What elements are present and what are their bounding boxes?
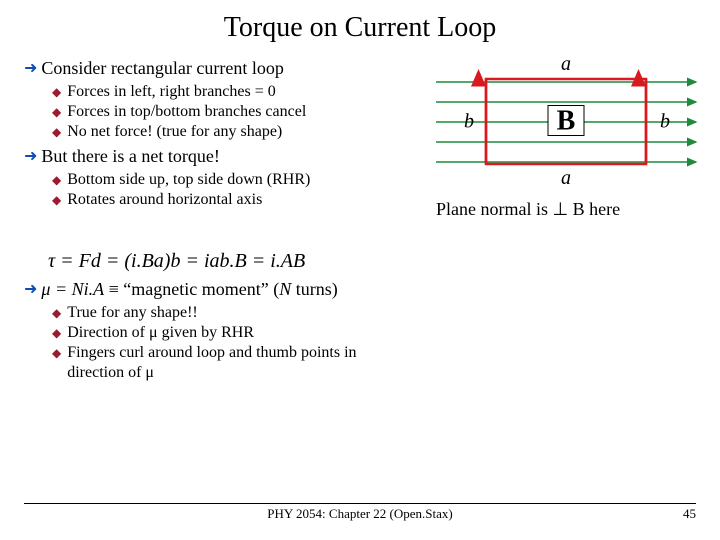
bullet-2: ➜ But there is a net torque!	[24, 146, 394, 168]
diamond-icon: ◆	[52, 102, 61, 122]
diagram-column: a a b b B Plane normal is ⊥ B here	[406, 54, 696, 244]
bullet-3-text: μ = Ni.A ≡ “magnetic moment” (N turns)	[41, 279, 337, 300]
bullet-3-sub-3: ◆ Fingers curl around loop and thumb poi…	[52, 343, 412, 383]
bullet-1-sub-2: ◆ Forces in top/bottom branches cancel	[52, 102, 394, 122]
svg-text:a: a	[561, 54, 571, 75]
text-column: ➜ Consider rectangular current loop ◆ Fo…	[24, 54, 394, 244]
loop-diagram: a a b b B	[426, 54, 706, 194]
bullet-2-sub-1: ◆ Bottom side up, top side down (RHR)	[52, 170, 394, 190]
diamond-icon: ◆	[52, 82, 61, 102]
bullet-1-sub-1: ◆ Forces in left, right branches = 0	[52, 82, 394, 102]
slide: Torque on Current Loop ➜ Consider rectan…	[0, 0, 720, 540]
footer: PHY 2054: Chapter 22 (Open.Stax) 45	[24, 503, 696, 522]
bullet-3-sub-1: ◆ True for any shape!!	[52, 303, 696, 323]
bullet-1-text: Consider rectangular current loop	[41, 58, 283, 79]
svg-text:b: b	[660, 111, 670, 133]
slide-title: Torque on Current Loop	[24, 12, 696, 44]
diamond-icon: ◆	[52, 303, 61, 323]
bullet-3-sub-2: ◆ Direction of μ given by RHR	[52, 323, 696, 343]
arrow-icon: ➜	[24, 279, 37, 301]
content-row: ➜ Consider rectangular current loop ◆ Fo…	[24, 54, 696, 244]
diagram-caption: Plane normal is ⊥ B here	[436, 199, 620, 220]
svg-text:b: b	[464, 111, 474, 133]
torque-equation: τ = Fd = (i.Ba)b = iab.B = i.AB	[48, 250, 696, 273]
footer-text: PHY 2054: Chapter 22 (Open.Stax)	[64, 506, 656, 522]
diamond-icon: ◆	[52, 323, 61, 343]
bullet-1: ➜ Consider rectangular current loop	[24, 58, 394, 80]
page-number: 45	[656, 506, 696, 522]
bullet-2-sub-2: ◆ Rotates around horizontal axis	[52, 190, 394, 210]
diamond-icon: ◆	[52, 190, 61, 210]
arrow-icon: ➜	[24, 146, 37, 168]
svg-text:B: B	[557, 106, 576, 137]
diamond-icon: ◆	[52, 122, 61, 142]
diamond-icon: ◆	[52, 343, 61, 363]
bullet-1-sub-3: ◆ No net force! (true for any shape)	[52, 122, 394, 142]
arrow-icon: ➜	[24, 58, 37, 80]
svg-text:a: a	[561, 167, 571, 189]
bullet-3: ➜ μ = Ni.A ≡ “magnetic moment” (N turns)	[24, 279, 696, 301]
bullet-2-text: But there is a net torque!	[41, 146, 219, 167]
diamond-icon: ◆	[52, 170, 61, 190]
